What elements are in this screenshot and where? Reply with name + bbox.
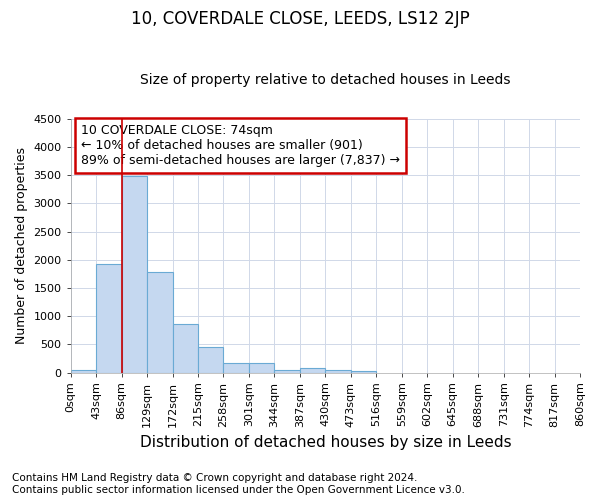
Bar [198, 346, 223, 372]
Y-axis label: Number of detached properties: Number of detached properties [15, 147, 28, 344]
Text: 10 COVERDALE CLOSE: 74sqm
← 10% of detached houses are smaller (901)
89% of semi: 10 COVERDALE CLOSE: 74sqm ← 10% of detac… [81, 124, 400, 167]
X-axis label: Distribution of detached houses by size in Leeds: Distribution of detached houses by size … [140, 435, 511, 450]
Bar [122, 176, 147, 372]
Text: Contains HM Land Registry data © Crown copyright and database right 2024.
Contai: Contains HM Land Registry data © Crown c… [12, 474, 465, 495]
Bar [147, 272, 173, 372]
Bar [223, 363, 249, 372]
Bar [96, 264, 122, 372]
Title: Size of property relative to detached houses in Leeds: Size of property relative to detached ho… [140, 73, 511, 87]
Bar [325, 370, 351, 372]
Text: 10, COVERDALE CLOSE, LEEDS, LS12 2JP: 10, COVERDALE CLOSE, LEEDS, LS12 2JP [131, 10, 469, 28]
Bar [71, 370, 96, 372]
Bar [300, 368, 325, 372]
Bar [274, 370, 300, 372]
Bar [249, 363, 274, 372]
Bar [173, 324, 198, 372]
